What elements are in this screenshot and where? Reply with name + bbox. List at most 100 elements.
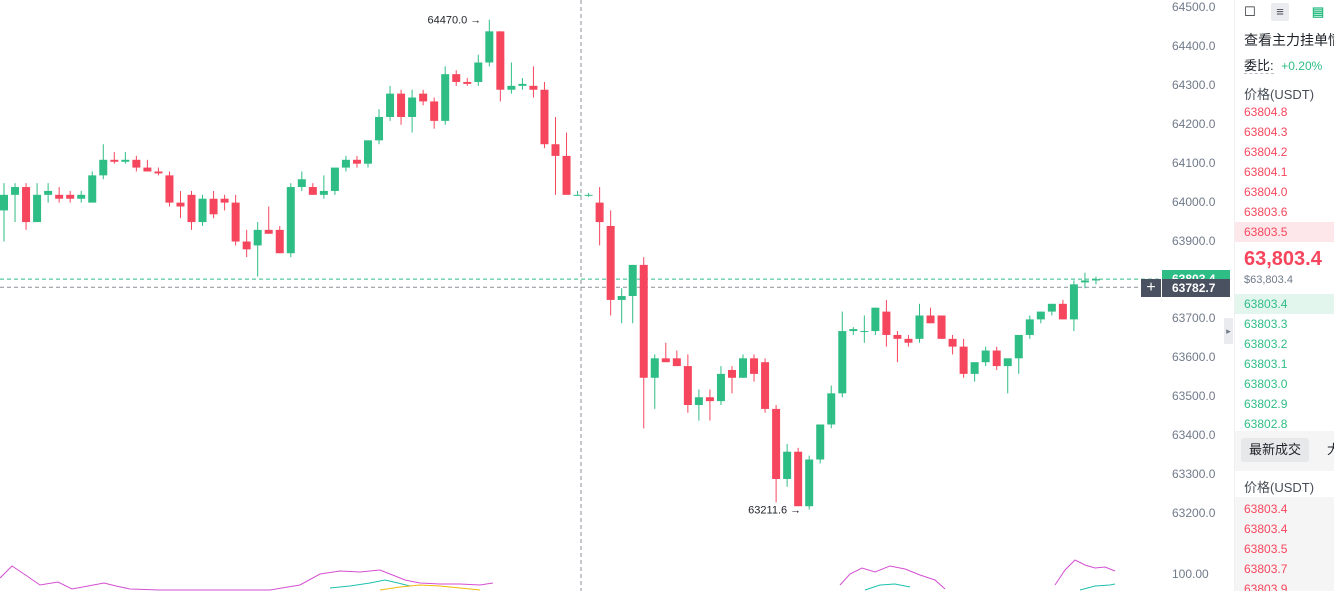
candle-body	[562, 155, 571, 195]
candle-body	[1047, 303, 1056, 312]
candle-body	[242, 241, 251, 250]
candle-body	[794, 451, 803, 507]
candle-body	[1091, 279, 1100, 281]
candle-body	[474, 62, 483, 82]
candle-body	[352, 159, 361, 164]
price-tick-label: 63700.0	[1172, 311, 1216, 326]
candle-body	[1003, 358, 1012, 367]
candle-body	[849, 329, 858, 332]
candle-body	[705, 397, 714, 402]
main-orders-link[interactable]: 查看主力挂单情况	[1244, 32, 1334, 48]
candle-body	[55, 194, 64, 199]
candle-body	[187, 194, 196, 223]
trades-price-header: 价格(USDT)	[1244, 480, 1315, 495]
candle-body	[904, 338, 913, 343]
layout-both-icon[interactable]: ☐	[1244, 4, 1256, 19]
price-tick-label: 64000.0	[1172, 194, 1216, 209]
order-book-row[interactable]: 63803.3	[1244, 317, 1288, 331]
indicator-line	[0, 565, 494, 591]
order-book-row[interactable]: 63803.7	[1244, 562, 1288, 576]
candle-body	[330, 167, 339, 191]
indicator-line	[864, 583, 911, 591]
candle-body	[44, 190, 53, 195]
order-book-row[interactable]: 63803.4	[1244, 502, 1288, 516]
candle-body	[275, 229, 284, 254]
order-book-row[interactable]: 63803.0	[1244, 377, 1288, 391]
candle-body	[463, 81, 472, 84]
order-ratio: 委比: +0.20%	[1244, 55, 1322, 74]
candle-body	[165, 175, 174, 203]
price-tick-label: 63500.0	[1172, 389, 1216, 404]
high-price-marker: 64470.0 →	[427, 15, 481, 27]
order-book-row[interactable]: 63803.9	[1244, 582, 1288, 591]
kline-chart[interactable]: 64470.0 → 63211.6 →	[0, 0, 1170, 591]
order-book-panel: ☐ ≡ ▤ 查看主力挂单情况 委比: +0.20% 价格(USDT) 63804…	[1234, 0, 1334, 591]
order-book-row[interactable]: 63804.1	[1244, 165, 1288, 179]
candle-body	[805, 459, 814, 507]
collapse-panel-button[interactable]: ▸	[1224, 318, 1233, 344]
candle-body	[661, 358, 670, 363]
order-book-row[interactable]: 63803.4	[1235, 294, 1334, 314]
candle-body	[739, 358, 748, 378]
tab-large-trades[interactable]: 大	[1327, 438, 1334, 462]
order-book-row[interactable]: 63804.3	[1244, 125, 1288, 139]
order-book-row[interactable]: 63804.8	[1244, 105, 1288, 119]
candle-body	[11, 187, 20, 195]
candle-body	[529, 85, 538, 90]
candle-body	[341, 159, 350, 168]
candle-body	[1025, 319, 1034, 335]
candle-body	[121, 159, 130, 162]
tab-latest-trades[interactable]: 最新成交	[1241, 438, 1310, 462]
candle-body	[816, 424, 825, 460]
candle-body	[452, 74, 461, 82]
candle-body	[783, 451, 792, 479]
candle-body	[154, 171, 163, 174]
candle-body	[386, 93, 395, 117]
candlestick-svg[interactable]: 64470.0 → 63211.6 →	[0, 0, 1170, 591]
candle-body	[750, 358, 759, 374]
candle-body	[441, 74, 450, 121]
candle-body	[683, 366, 692, 406]
candle-body	[1058, 303, 1067, 320]
candle-body	[628, 264, 637, 297]
candle-body	[132, 159, 141, 168]
candle-body	[970, 362, 979, 374]
candle-body	[639, 264, 648, 378]
candle-body	[838, 331, 847, 394]
mid-price: 63,803.4	[1244, 248, 1322, 270]
price-tick-label: 64200.0	[1172, 116, 1216, 131]
ratio-label: 委比:	[1244, 58, 1274, 74]
order-book-row[interactable]: 63802.9	[1244, 397, 1288, 411]
crosshair-price-tag: 63782.7	[1162, 279, 1230, 297]
candle-body	[937, 315, 946, 339]
price-tick-label: 64100.0	[1172, 155, 1216, 170]
order-book-row[interactable]: 63803.5	[1244, 542, 1288, 556]
price-tick-label: 63900.0	[1172, 233, 1216, 248]
candle-body	[959, 346, 968, 374]
order-book-row[interactable]: 63804.2	[1244, 145, 1288, 159]
candle-body	[860, 331, 869, 333]
candle-body	[584, 194, 593, 196]
order-book-row[interactable]: 63803.6	[1244, 205, 1288, 219]
order-book-row[interactable]: 63803.2	[1244, 337, 1288, 351]
order-book-row[interactable]: 63804.0	[1244, 185, 1288, 199]
price-axis[interactable]: 64500.0 64400.0 64300.0 64200.0 64100.0 64000…	[1160, 0, 1230, 591]
candle-body	[540, 89, 549, 145]
order-book-row[interactable]: 63803.1	[1244, 357, 1288, 371]
indicator-line	[1054, 559, 1116, 586]
layout-asks-bids-icon[interactable]: ≡	[1271, 3, 1289, 21]
price-tick-label: 63200.0	[1172, 506, 1216, 520]
candle-body	[66, 194, 75, 199]
candle-body	[926, 315, 935, 324]
add-alert-button[interactable]: +	[1141, 279, 1161, 297]
order-book-row[interactable]: 63803.5	[1235, 222, 1334, 242]
order-book-row[interactable]: 63803.4	[1244, 522, 1288, 536]
candle-body	[176, 202, 185, 207]
candle-body	[308, 187, 317, 195]
candle-body	[297, 179, 306, 188]
order-book-row[interactable]: 63802.8	[1244, 417, 1288, 431]
layout-bids-only-icon[interactable]: ▤	[1311, 4, 1325, 19]
candle-body	[1069, 284, 1078, 320]
candle-body	[518, 83, 527, 86]
ratio-value: +0.20%	[1281, 59, 1323, 73]
